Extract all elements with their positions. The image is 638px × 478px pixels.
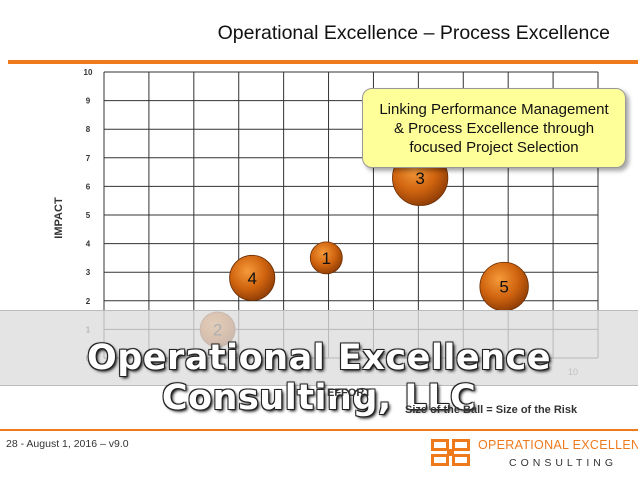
risk-ball-4: [229, 254, 276, 301]
y-tick-label: 4: [86, 240, 91, 249]
y-tick-label: 9: [86, 97, 91, 106]
y-tick-label: 3: [86, 268, 91, 277]
x-axis-label: EFFORT: [327, 387, 371, 399]
y-tick-label: 2: [86, 297, 91, 306]
y-tick-label: 5: [86, 211, 91, 220]
ball-size-note: Size of the Ball = Size of the Risk: [405, 404, 578, 416]
y-tick-label: 10: [84, 68, 93, 77]
callout-box: Linking Performance Management & Process…: [362, 88, 626, 168]
y-tick-label: 6: [86, 182, 91, 191]
footer-text: 28 - August 1, 2016 – v9.0: [6, 438, 129, 450]
risk-ball-label: 5: [499, 278, 508, 297]
company-logo-icon: [431, 439, 470, 466]
risk-ball-1: [309, 241, 343, 275]
y-tick-label: 7: [86, 154, 91, 163]
logo-line-1-text: OPERATIONAL EXCELLENCE: [478, 438, 638, 452]
risk-ball-label: 3: [415, 169, 424, 188]
risk-ball-label: 4: [247, 269, 256, 288]
footer-rule: [0, 429, 638, 431]
watermark-text: Operational Excellence Consulting, LLC: [86, 338, 552, 418]
risk-ball-label: 1: [322, 249, 331, 268]
watermark-banner: [0, 310, 638, 386]
y-axis-label: IMPACT: [53, 197, 65, 239]
title-rule: [8, 60, 638, 64]
logo-line-2: CONSULTING: [509, 457, 618, 469]
y-tick-label: 8: [86, 125, 91, 134]
slide-title: Operational Excellence – Process Excelle…: [217, 22, 610, 44]
logo-line-1: OPERATIONAL EXCELLENCE: [478, 438, 638, 452]
